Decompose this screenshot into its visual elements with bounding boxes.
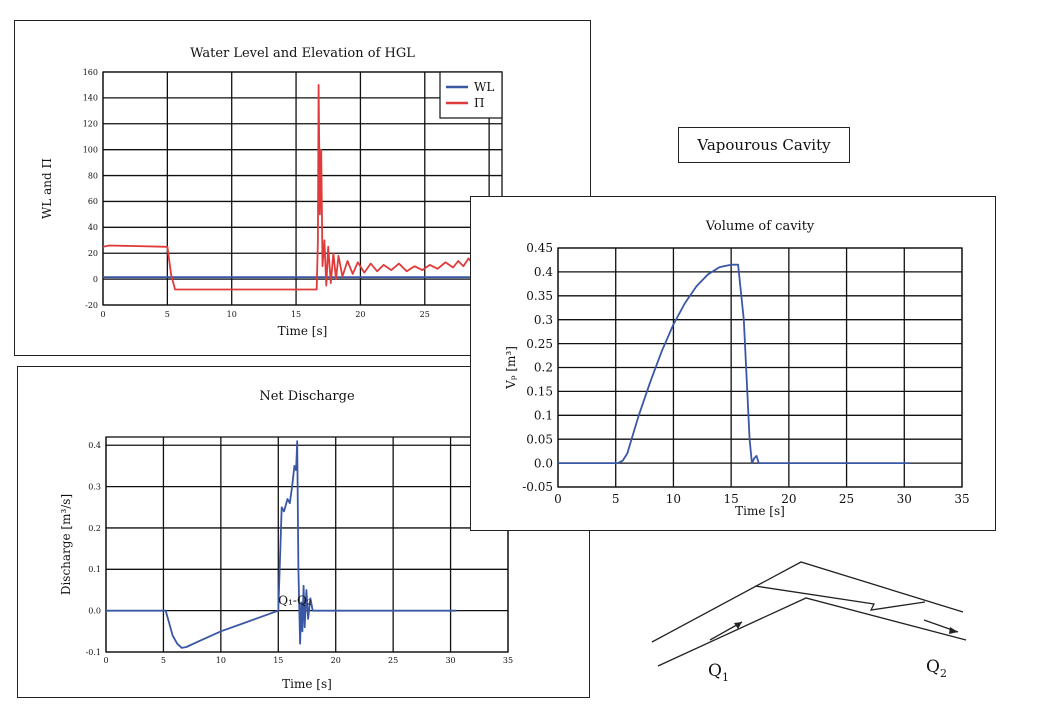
x-tick-label: 20 [355, 310, 365, 319]
x-tick-label: 5 [612, 492, 620, 506]
cavity-chart-panel: Volume of cavity 0 5 10 15 20 25 30 35 -0.05 0.0 0.… [470, 196, 996, 531]
legend-box [439, 71, 503, 119]
x-tick-label: 0 [100, 310, 105, 319]
y-axis-label: Discharge [m³/s] [59, 494, 73, 595]
cavity-outline [754, 585, 926, 611]
cavity-chart: Volume of cavity 0 5 10 15 20 25 30 35 -0.05 0.0 0.… [504, 219, 970, 518]
chart-title: Water Level and Elevation of HGL [190, 46, 415, 61]
legend-entry-wl: WL [474, 80, 494, 94]
x-tick-label: 20 [331, 656, 341, 665]
x-tick-label: 35 [954, 492, 969, 506]
x-tick-label: 20 [781, 492, 796, 506]
y-tick-label: 160 [83, 68, 98, 77]
series-line-π [103, 84, 500, 291]
x-axis-label: Time [s] [282, 677, 332, 691]
y-axis-label: Vₚ [m³] [504, 346, 518, 390]
series-line-1 [106, 440, 457, 649]
annotation-label: Q₁-Q₂ [278, 594, 312, 608]
flow-arrow-right-head [949, 627, 958, 634]
x-tick-label: 5 [161, 656, 166, 665]
chart-title: Net Discharge [259, 389, 355, 404]
x-tick-label: 30 [445, 656, 455, 665]
y-tick-label: 0.0 [88, 606, 101, 615]
y-tick-label: 40 [88, 223, 98, 232]
chart-title: Volume of cavity [705, 219, 815, 234]
series-line-1 [558, 263, 911, 465]
x-tick-label: 0 [103, 656, 108, 665]
x-tick-label: 30 [897, 492, 912, 506]
y-tick-label: 140 [83, 94, 98, 103]
legend-entry-π: Π [474, 96, 484, 110]
x-tick-label: 15 [273, 656, 283, 665]
y-tick-label: 100 [83, 145, 98, 154]
y-tick-label: 0.45 [526, 241, 553, 255]
x-tick-label: 10 [216, 656, 226, 665]
pipe-bottom-wall [657, 597, 967, 667]
x-axis-label: Time [s] [278, 324, 328, 338]
x-tick-label: 5 [165, 310, 170, 319]
plot-frame [102, 71, 503, 306]
discharge-chart: Net Discharge 0 5 10 15 20 25 30 35 -0.1 0.0 0.1 0.2… [59, 389, 513, 691]
hgl-chart-panel: Water Level and Elevation of HGL 0 5 10 15 20… [14, 20, 591, 356]
vapourous-cavity-label: Vapourous Cavity [678, 127, 850, 163]
y-tick-label: 0.3 [534, 313, 553, 327]
y-tick-label: 0.0 [534, 456, 553, 470]
y-tick-label: 0.15 [526, 385, 553, 399]
y-tick-label: 0.2 [534, 361, 553, 375]
plot-frame [105, 436, 509, 653]
y-tick-label: 60 [88, 197, 98, 206]
y-tick-label: 0.05 [526, 432, 553, 446]
x-tick-label: 10 [227, 310, 237, 319]
pipe-top-wall [651, 561, 964, 643]
y-tick-label: 20 [88, 249, 98, 258]
x-tick-label: 25 [839, 492, 854, 506]
y-tick-label: 0.1 [88, 565, 101, 574]
y-tick-label: 120 [83, 120, 98, 129]
y-tick-label: 0.4 [534, 265, 553, 279]
y-tick-label: -0.05 [522, 480, 553, 494]
x-tick-label: 25 [420, 310, 430, 319]
hgl-chart: Water Level and Elevation of HGL 0 5 10 15 20… [40, 46, 503, 338]
y-tick-label: 0.3 [88, 482, 101, 491]
y-tick-label: 0.25 [526, 337, 553, 351]
y-tick-label: -0.1 [86, 648, 101, 657]
x-tick-label: 25 [388, 656, 398, 665]
y-tick-label: 0 [93, 275, 98, 284]
q2-label: Q2 [926, 657, 947, 680]
plot-frame [557, 247, 963, 488]
x-tick-label: 35 [503, 656, 513, 665]
vapourous-cavity-text: Vapourous Cavity [697, 136, 831, 154]
y-tick-label: 0.35 [526, 289, 553, 303]
y-tick-label: 0.2 [88, 524, 101, 533]
y-tick-label: 0.1 [534, 409, 553, 423]
x-axis-label: Time [s] [735, 504, 785, 518]
pipe-schematic: Q1 Q2 [651, 561, 967, 684]
y-tick-label: 80 [88, 171, 98, 180]
q1-label: Q1 [708, 661, 729, 684]
x-tick-label: 15 [724, 492, 739, 506]
y-tick-label: 0.4 [88, 441, 101, 450]
x-tick-label: 15 [291, 310, 301, 319]
x-tick-label: 0 [554, 492, 562, 506]
flow-arrow-left-head [734, 622, 742, 629]
y-axis-label: WL and Π [40, 158, 54, 219]
x-tick-label: 10 [666, 492, 681, 506]
y-tick-label: -20 [85, 301, 98, 310]
